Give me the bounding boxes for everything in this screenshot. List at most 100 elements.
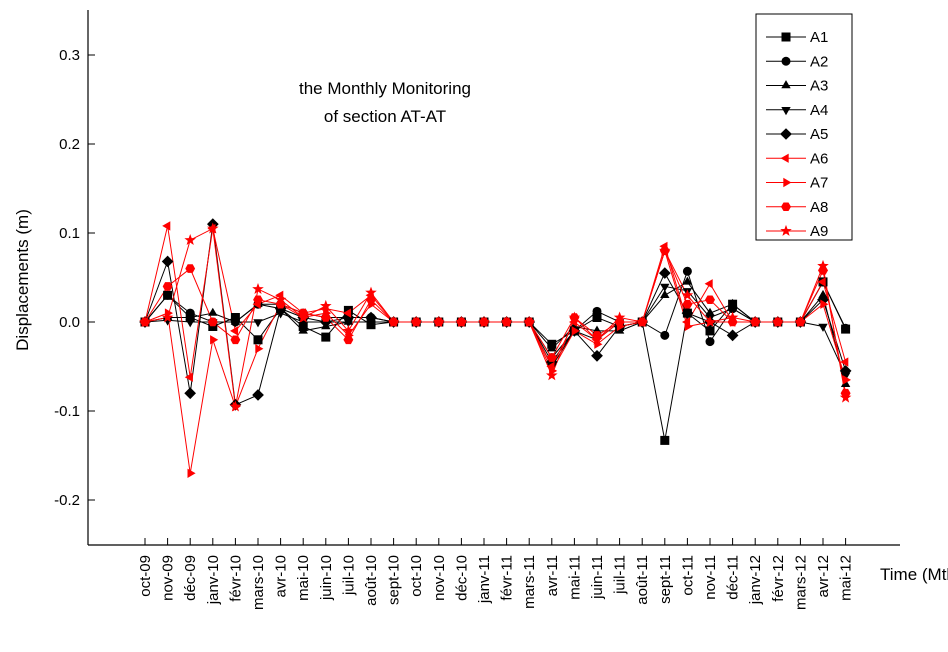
data-point (840, 357, 849, 367)
data-point (817, 277, 826, 287)
data-point (592, 313, 602, 322)
legend-label: A6 (810, 150, 828, 167)
data-point (342, 324, 355, 336)
data-point (659, 244, 671, 256)
y-tick-label: -0.2 (54, 492, 80, 509)
x-tick-label: déc-09 (182, 555, 199, 601)
x-tick-label: nov-11 (702, 555, 719, 600)
legend-label: A7 (810, 175, 828, 192)
x-tick-label: mars-11 (521, 555, 538, 609)
data-point (255, 344, 264, 354)
data-point (161, 311, 174, 323)
data-point (591, 333, 603, 345)
y-axis-label: Displacements (m) (13, 209, 32, 351)
data-point (546, 353, 557, 362)
data-point (387, 315, 400, 327)
x-tick-label: oct-09 (137, 555, 154, 597)
data-point (682, 266, 692, 276)
data-point (817, 293, 829, 306)
legend-label: A5 (810, 126, 828, 143)
x-tick-label: juil-11 (612, 555, 629, 595)
data-point (298, 325, 308, 334)
legend-marker (781, 202, 791, 211)
y-tick-label: 0.2 (59, 136, 80, 153)
data-point (682, 276, 693, 285)
series-line (144, 225, 847, 378)
data-point (794, 315, 807, 327)
data-point (184, 387, 196, 400)
series-line (144, 249, 847, 474)
legend-label: A1 (810, 29, 828, 46)
data-point (500, 315, 513, 327)
data-point (842, 375, 851, 385)
data-point (162, 282, 173, 291)
data-point (207, 222, 219, 234)
data-point (704, 315, 716, 327)
x-tick-label: déc-11 (725, 555, 742, 600)
x-tick-label: déc-10 (453, 555, 470, 601)
data-point (185, 264, 196, 273)
legend-label: A4 (810, 102, 828, 119)
data-point (274, 293, 287, 305)
data-point (365, 311, 377, 324)
legend-marker (781, 80, 791, 89)
data-point (571, 326, 580, 336)
x-tick-label: avr-10 (273, 555, 290, 598)
legend-box (755, 13, 853, 241)
series-line (144, 280, 847, 441)
data-point (705, 307, 715, 316)
data-point (749, 315, 761, 327)
x-tick-label: janv-11 (476, 555, 493, 604)
data-point (321, 332, 331, 342)
series-line (144, 227, 847, 407)
data-point (455, 315, 468, 327)
y-tick-label: 0.3 (59, 47, 80, 64)
x-tick-label: nov-10 (431, 555, 448, 601)
legend-marker (781, 32, 791, 42)
x-tick-label: mai-11 (566, 555, 583, 600)
data-point (704, 279, 713, 289)
data-point (297, 311, 309, 323)
legend-marker (780, 153, 789, 163)
data-point (433, 315, 445, 327)
x-tick-label: août-10 (363, 555, 380, 606)
data-point (207, 317, 218, 327)
data-point (184, 372, 193, 382)
data-point (184, 234, 196, 245)
x-tick-label: juil-10 (340, 555, 357, 596)
data-point (253, 319, 263, 328)
data-point (230, 335, 241, 345)
data-point (772, 315, 784, 327)
legend-marker (780, 224, 792, 236)
data-point (705, 337, 715, 347)
legend-label: A9 (810, 223, 828, 240)
legend-marker (781, 107, 791, 116)
x-tick-label: août-11 (634, 555, 651, 605)
data-point (185, 312, 195, 321)
data-point (659, 267, 671, 279)
data-point (660, 435, 670, 445)
x-tick-label: févr-11 (499, 555, 516, 601)
data-point (366, 295, 376, 304)
data-point (684, 321, 693, 332)
data-point (705, 295, 715, 304)
x-tick-label: nov-09 (160, 555, 177, 601)
data-point (726, 311, 739, 323)
data-point (660, 289, 670, 298)
data-point (660, 330, 670, 340)
data-point (342, 311, 355, 324)
x-tick-label: mai-12 (838, 555, 855, 601)
data-point (478, 315, 490, 327)
data-point (547, 343, 557, 352)
x-tick-label: mars-12 (792, 555, 809, 610)
x-tick-label: avr-11 (544, 555, 561, 596)
data-point (252, 389, 264, 401)
y-tick-label: -0.1 (54, 403, 80, 420)
annotation: the Monthly Monitoring (299, 79, 471, 98)
data-point (230, 326, 239, 336)
data-point (253, 295, 263, 304)
data-point (343, 308, 352, 318)
legend-label: A8 (810, 199, 828, 216)
x-tick-label: janv-10 (205, 555, 222, 605)
data-point (613, 311, 626, 323)
